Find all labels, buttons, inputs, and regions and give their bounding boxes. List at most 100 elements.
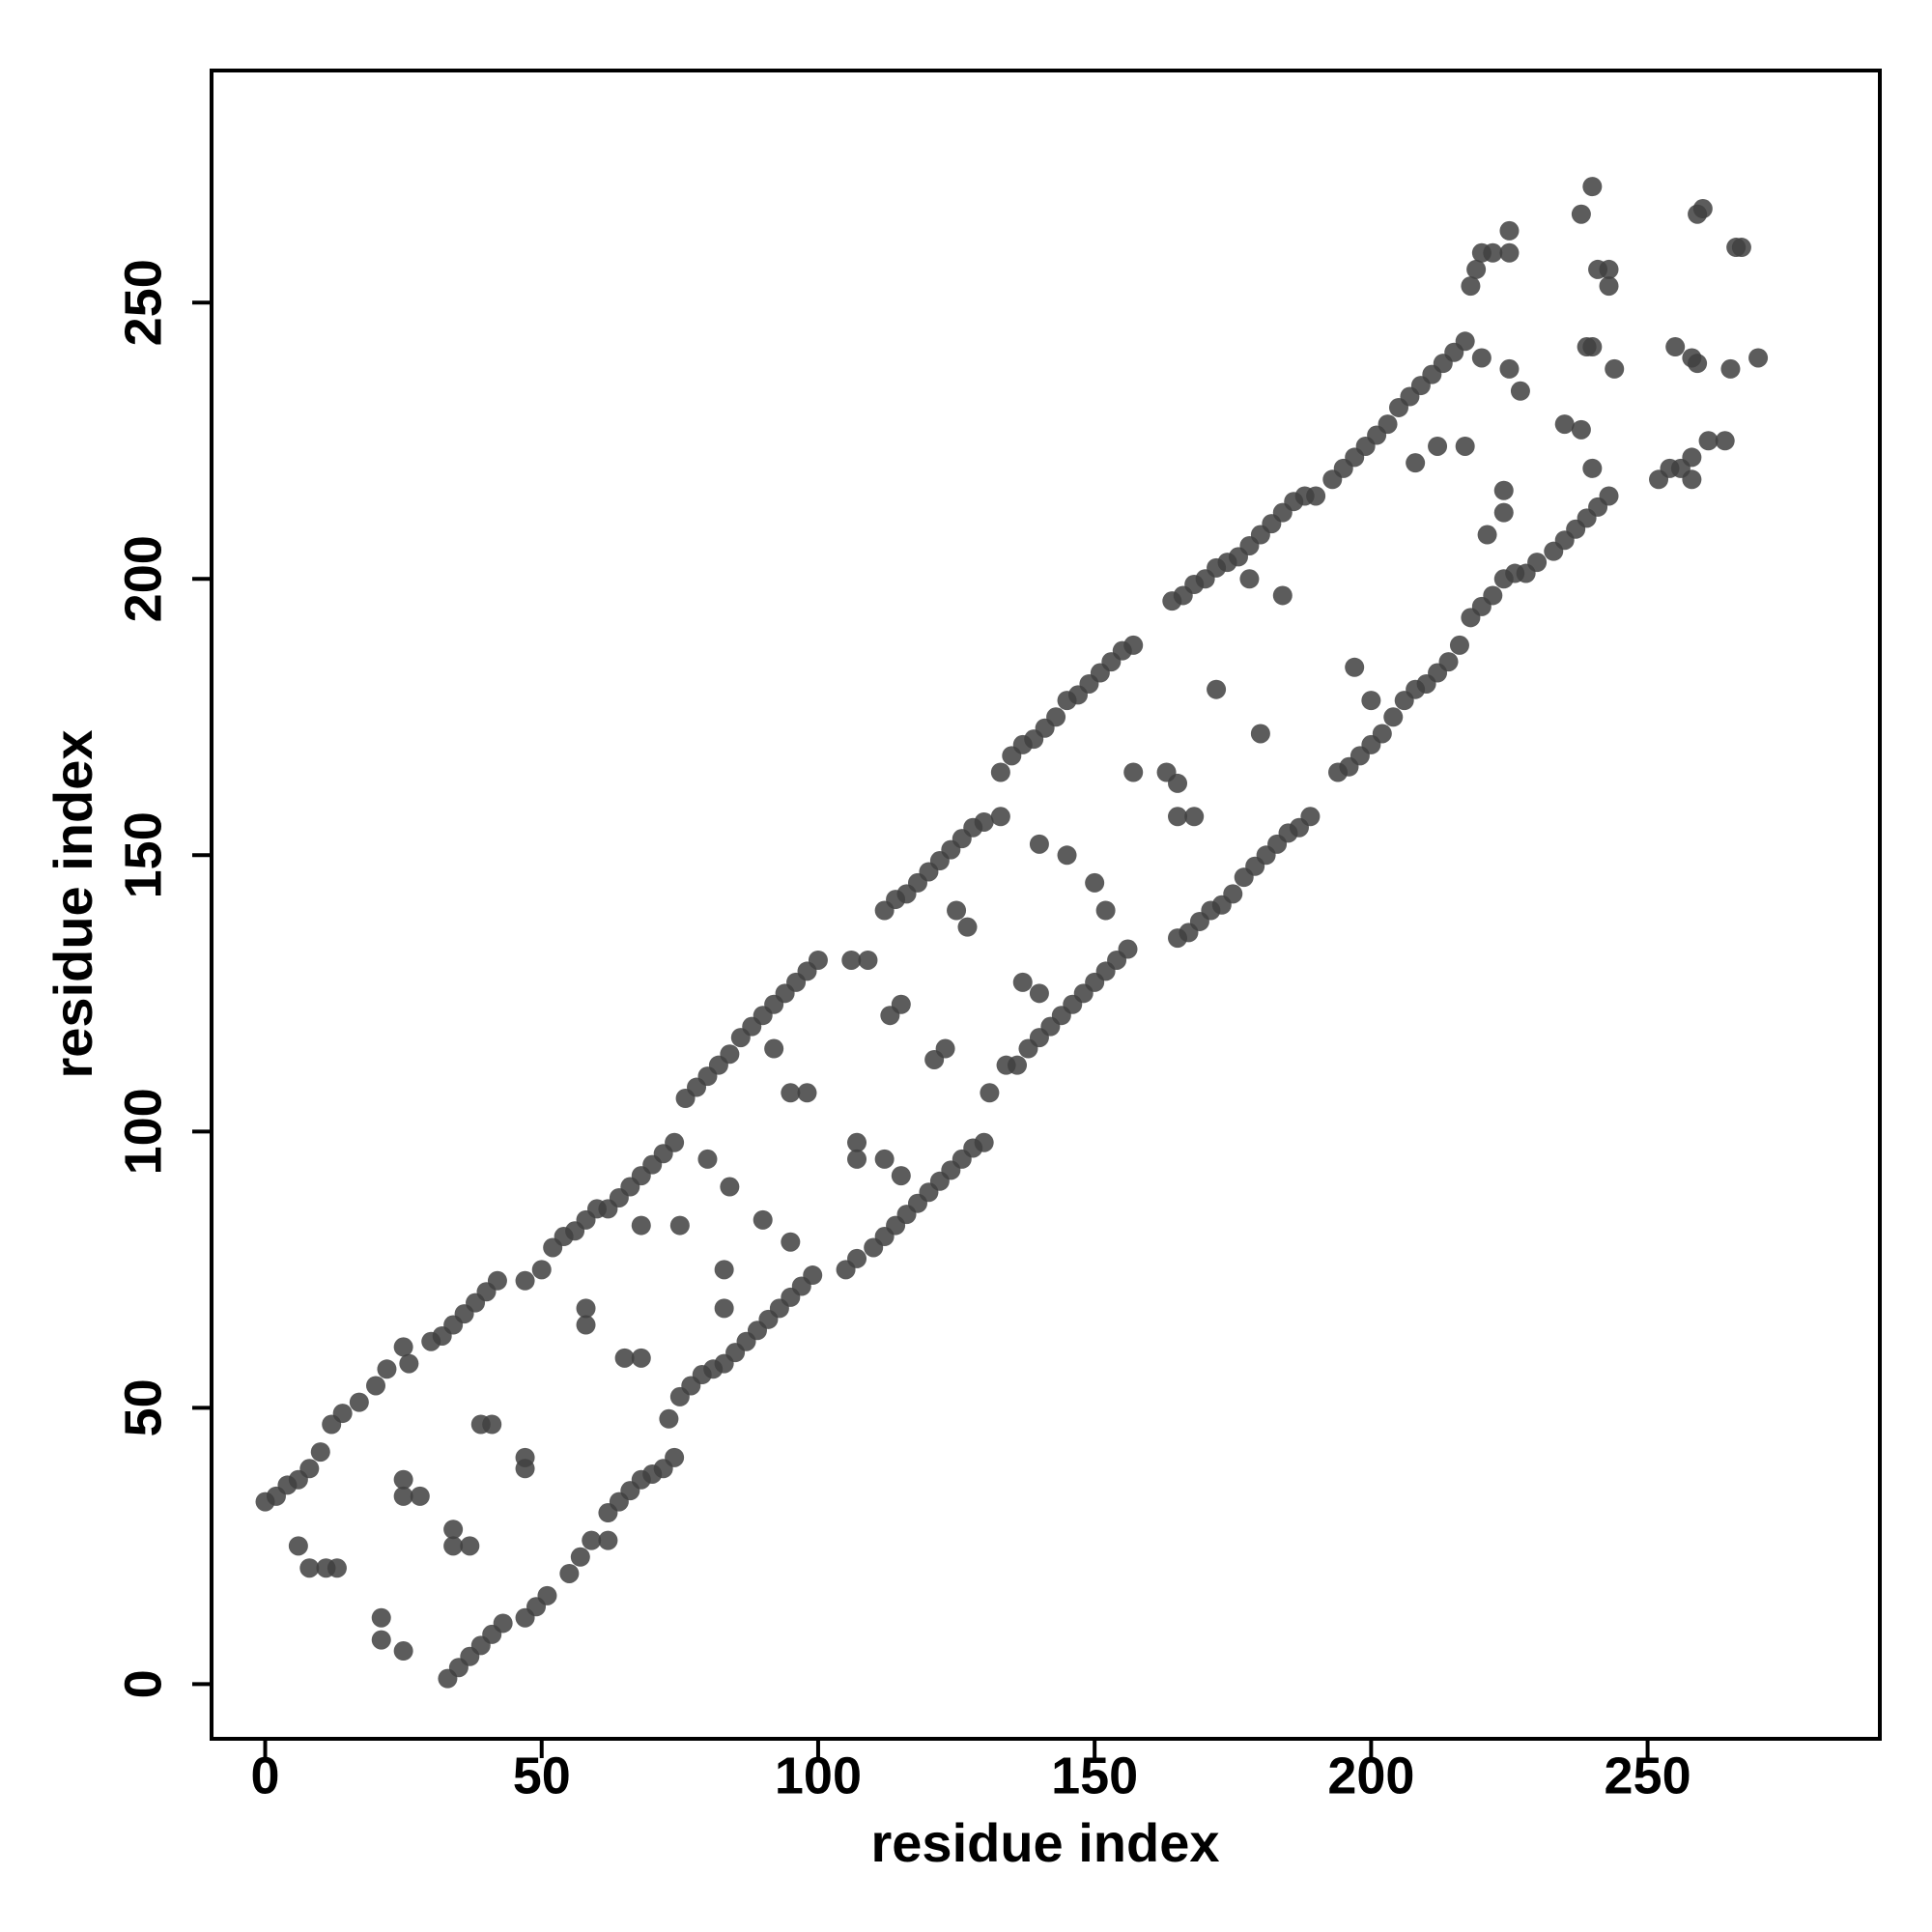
point — [1057, 845, 1077, 866]
point — [1493, 480, 1514, 500]
point — [1483, 585, 1503, 606]
point — [847, 1149, 867, 1169]
point — [393, 1486, 413, 1506]
point — [366, 1376, 386, 1396]
point — [371, 1630, 391, 1650]
point — [1499, 358, 1520, 379]
point — [1372, 724, 1392, 744]
point — [714, 1260, 734, 1280]
point — [847, 1248, 867, 1268]
point — [1748, 348, 1769, 368]
point — [1012, 972, 1033, 992]
point — [288, 1536, 308, 1556]
point — [1527, 553, 1548, 573]
point — [399, 1353, 419, 1374]
point — [1085, 872, 1105, 893]
y-tick-label: 200 — [114, 535, 172, 622]
point — [631, 1215, 651, 1236]
point — [1272, 585, 1293, 606]
point — [1046, 707, 1066, 727]
point — [1461, 276, 1481, 297]
y-tick-label: 250 — [114, 259, 172, 346]
point — [1168, 773, 1188, 793]
point — [537, 1585, 557, 1605]
point — [1345, 657, 1365, 677]
point — [980, 1083, 1000, 1103]
point — [1582, 177, 1603, 197]
point — [410, 1486, 430, 1506]
plot-frame — [210, 69, 1882, 1741]
x-tick-label: 100 — [775, 1747, 862, 1804]
point — [559, 1563, 580, 1583]
point — [1123, 635, 1144, 655]
point — [576, 1298, 596, 1319]
x-tick-label: 50 — [513, 1747, 571, 1804]
point — [697, 1149, 718, 1169]
x-axis-label: residue index — [870, 1812, 1219, 1873]
point — [1577, 337, 1597, 357]
point — [974, 811, 994, 832]
point — [570, 1547, 590, 1567]
point — [377, 1359, 397, 1379]
point — [720, 1177, 740, 1197]
point — [665, 1447, 685, 1467]
point — [614, 1348, 635, 1368]
point — [1483, 242, 1503, 263]
point — [582, 1530, 602, 1550]
point — [669, 1215, 690, 1236]
point — [299, 1558, 320, 1578]
point — [891, 1166, 911, 1186]
point — [1406, 453, 1426, 473]
point — [720, 1044, 740, 1065]
point — [957, 917, 978, 937]
point — [349, 1392, 369, 1412]
point — [1449, 635, 1469, 655]
point — [299, 1459, 320, 1479]
point — [531, 1260, 552, 1280]
x-tick-label: 150 — [1051, 1747, 1138, 1804]
point — [1029, 834, 1049, 854]
y-tick-label: 50 — [114, 1378, 172, 1436]
point — [1682, 469, 1702, 490]
x-tick-label: 0 — [251, 1747, 280, 1804]
point — [753, 1209, 773, 1230]
y-tick-label: 100 — [114, 1088, 172, 1175]
point — [659, 1408, 679, 1429]
point — [1118, 939, 1138, 959]
point — [847, 1132, 867, 1152]
point — [515, 1447, 535, 1467]
point — [990, 807, 1010, 827]
point — [1499, 242, 1520, 263]
point — [443, 1520, 464, 1540]
point — [1378, 414, 1398, 435]
point — [764, 1038, 784, 1059]
point — [1029, 983, 1049, 1004]
point — [1428, 436, 1448, 456]
point — [1095, 900, 1116, 921]
point — [371, 1607, 391, 1628]
point — [598, 1530, 618, 1550]
point — [947, 900, 967, 921]
point — [781, 1083, 801, 1103]
point — [1720, 358, 1741, 379]
point — [714, 1298, 734, 1319]
point — [1599, 259, 1619, 279]
point — [327, 1558, 347, 1578]
point — [808, 950, 828, 970]
point — [874, 1149, 895, 1169]
point — [1510, 381, 1530, 401]
point — [1599, 276, 1619, 297]
point — [1008, 1055, 1028, 1075]
point — [1466, 259, 1487, 279]
point — [1477, 525, 1497, 545]
point — [891, 994, 911, 1014]
point — [1300, 807, 1321, 827]
point — [631, 1348, 651, 1368]
point — [393, 1641, 413, 1662]
point — [1455, 436, 1475, 456]
point — [1715, 431, 1735, 451]
y-tick-label: 150 — [114, 811, 172, 898]
point — [1207, 679, 1227, 699]
